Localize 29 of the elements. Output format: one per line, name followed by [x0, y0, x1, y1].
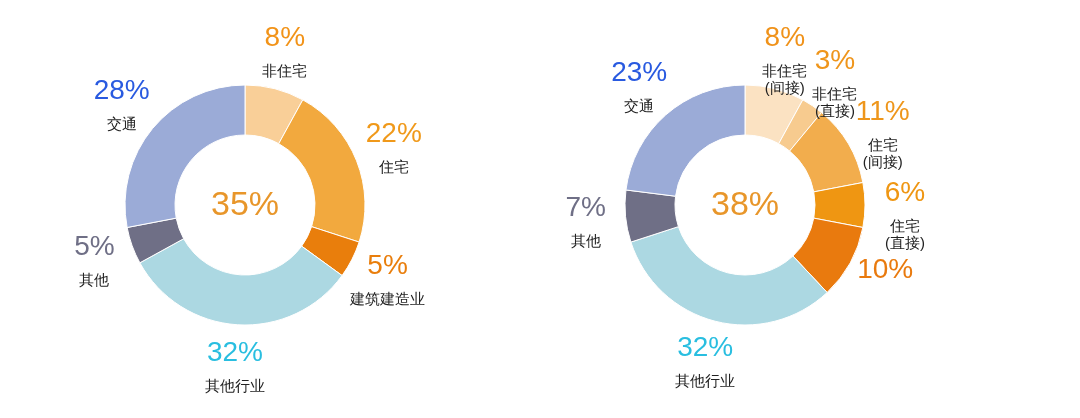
text: 38% — [710, 184, 780, 222]
data-label: 5% — [74, 230, 115, 262]
data-label: 10% — [857, 253, 914, 285]
slice-label: 其他 — [79, 271, 110, 289]
data-label: 3% — [814, 43, 856, 75]
data-label: 23% — [611, 55, 668, 87]
data-label: 22% — [365, 117, 422, 149]
slice-label: 其他 — [570, 232, 601, 250]
slice-label: 其他行业 — [675, 371, 736, 389]
data-label: 32% — [677, 330, 734, 362]
slice-label: 交通 — [106, 115, 137, 133]
data-label: 6% — [884, 176, 926, 207]
text: 35% — [210, 184, 280, 222]
slice-label: 非住宅(直接) — [812, 84, 858, 119]
data-label: 8% — [264, 21, 306, 53]
slice-label: 住宅 — [377, 158, 409, 176]
slice-label: 其他行业 — [204, 376, 265, 394]
slice-label: 住宅(直接) — [885, 217, 925, 251]
data-label: 32% — [206, 335, 263, 367]
slice-label: 住宅(间接) — [862, 135, 903, 170]
slice-label: 建筑建造业 — [349, 289, 426, 307]
slice-label: 非住宅(间接) — [762, 62, 808, 97]
data-label: 11% — [855, 94, 910, 126]
data-label: 5% — [367, 248, 408, 280]
data-label: 7% — [565, 191, 606, 223]
data-label: 28% — [93, 74, 150, 106]
slice-label: 非住宅 — [262, 62, 308, 80]
slice-label: 交通 — [624, 96, 655, 114]
data-label: 8% — [764, 21, 806, 53]
